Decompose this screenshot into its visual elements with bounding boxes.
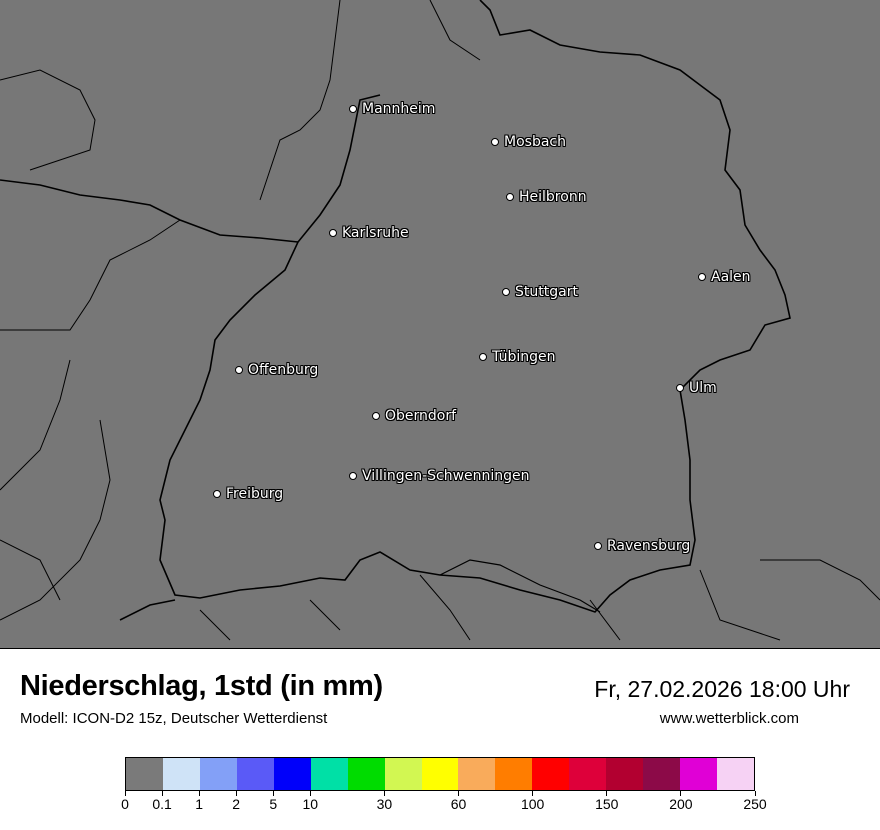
city-dot-icon <box>502 288 510 296</box>
city-marker: Ulm <box>676 379 717 397</box>
city-marker: Heilbronn <box>506 188 587 206</box>
city-label: Offenburg <box>248 362 319 378</box>
legend-tick <box>309 791 311 796</box>
forecast-datetime: Fr, 27.02.2026 18:00 Uhr <box>594 676 850 702</box>
city-label: Freiburg <box>226 486 284 502</box>
city-marker: Villingen-Schwenningen <box>349 467 530 485</box>
city-label: Ulm <box>689 380 717 396</box>
legend-color-swatch <box>273 758 311 790</box>
legend-tick <box>272 791 274 796</box>
legend-tick-label: 1 <box>195 796 204 812</box>
legend-color-swatch <box>643 758 681 790</box>
city-dot-icon <box>372 412 380 420</box>
city-marker: Mosbach <box>491 133 566 151</box>
city-marker: Mannheim <box>349 100 435 118</box>
city-dot-icon <box>479 353 487 361</box>
legend-color-swatch <box>569 758 607 790</box>
city-label: Aalen <box>711 269 751 285</box>
lake-constance <box>439 559 601 613</box>
city-label: Karlsruhe <box>342 225 409 241</box>
legend-color-swatch <box>384 758 422 790</box>
legend-color-swatch <box>458 758 496 790</box>
city-marker: Tübingen <box>479 348 556 366</box>
legend-color-swatch <box>310 758 348 790</box>
legend-tick-label: 100 <box>520 796 545 812</box>
map-title: Niederschlag, 1std (in mm) <box>20 670 383 702</box>
precipitation-map[interactable]: Mannheim Mosbach Heilbronn Karlsruhe Aalen St… <box>0 0 880 649</box>
city-label: Tübingen <box>492 349 556 365</box>
city-dot-icon <box>506 193 514 201</box>
city-dot-icon <box>349 472 357 480</box>
legend-tick-label: 5 <box>269 796 278 812</box>
legend-color-swatch <box>126 758 163 790</box>
city-dot-icon <box>594 542 602 550</box>
city-marker: Freiburg <box>213 485 283 503</box>
legend-color-swatch <box>421 758 459 790</box>
model-source: Modell: ICON-D2 15z, Deutscher Wetterdie… <box>20 710 328 727</box>
city-marker: Karlsruhe <box>329 224 409 242</box>
city-label: Oberndorf <box>385 408 457 424</box>
border-lines <box>0 0 880 641</box>
city-label: Stuttgart <box>515 284 578 300</box>
city-marker: Stuttgart <box>502 283 578 301</box>
city-label: Mannheim <box>362 101 436 117</box>
legend-color-swatch <box>680 758 717 790</box>
color-legend-bar <box>125 757 755 791</box>
legend-color-swatch <box>717 758 754 790</box>
legend-color-swatch <box>495 758 533 790</box>
legend-tick-label: 0 <box>121 796 129 812</box>
legend-color-swatch <box>347 758 385 790</box>
legend-tick <box>458 791 460 796</box>
country-border-south <box>119 599 176 621</box>
minor-border <box>0 0 880 641</box>
city-label: Heilbronn <box>519 189 587 205</box>
state-border <box>159 0 791 613</box>
city-dot-icon <box>698 273 706 281</box>
legend-tick <box>754 791 756 796</box>
city-dot-icon <box>329 229 337 237</box>
legend-tick <box>124 791 126 796</box>
legend-tick <box>606 791 608 796</box>
city-dot-icon <box>491 138 499 146</box>
legend-tick <box>532 791 534 796</box>
legend-tick <box>383 791 385 796</box>
city-label: Villingen-Schwenningen <box>362 468 530 484</box>
city-dot-icon <box>235 366 243 374</box>
legend-tick-label: 200 <box>669 796 693 812</box>
city-marker: Oberndorf <box>372 407 456 425</box>
legend-tick-label: 60 <box>450 796 467 812</box>
city-marker: Ravensburg <box>594 537 690 555</box>
legend-tick-label: 10 <box>302 796 319 812</box>
legend-color-swatch <box>162 758 200 790</box>
legend-color-swatch <box>532 758 570 790</box>
legend-tick-label: 2 <box>232 796 241 812</box>
legend-tick <box>680 791 682 796</box>
legend-tick-label: 30 <box>376 796 393 812</box>
country-border <box>0 179 299 243</box>
legend-color-swatch <box>236 758 274 790</box>
city-label: Ravensburg <box>607 538 691 554</box>
city-marker: Aalen <box>698 268 751 286</box>
legend-tick-label: 250 <box>743 796 767 812</box>
legend-tick <box>235 791 237 796</box>
legend-tick-label: 0.1 <box>152 796 172 812</box>
city-dot-icon <box>349 105 357 113</box>
legend-color-swatch <box>606 758 644 790</box>
legend-tick <box>198 791 200 796</box>
city-marker: Offenburg <box>235 361 318 379</box>
city-label: Mosbach <box>504 134 566 150</box>
city-dot-icon <box>676 384 684 392</box>
website-link[interactable]: www.wetterblick.com <box>659 710 799 727</box>
legend-tick <box>161 791 163 796</box>
legend-color-swatch <box>199 758 237 790</box>
city-dot-icon <box>213 490 221 498</box>
legend-tick-label: 150 <box>595 796 619 812</box>
